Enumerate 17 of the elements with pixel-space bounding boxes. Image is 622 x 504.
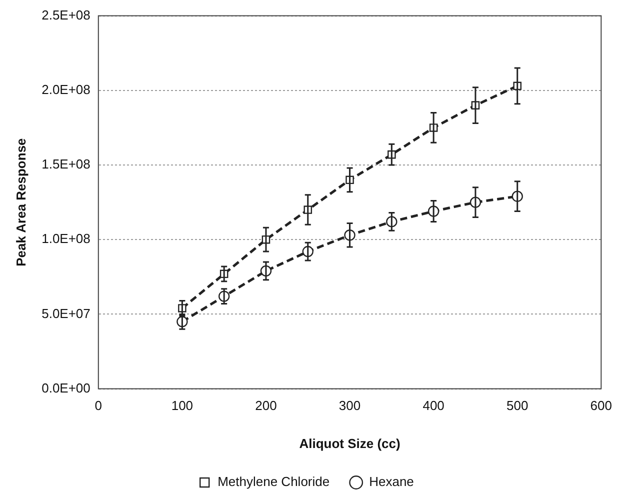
y-tick-label: 0.0E+00	[42, 380, 90, 396]
x-tick-label: 0	[94, 398, 102, 414]
legend-label: Methylene Chloride	[218, 474, 330, 490]
y-tick-label: 1.5E+08	[42, 156, 90, 172]
x-tick-label: 600	[590, 398, 612, 414]
x-tick-label: 200	[255, 398, 277, 414]
y-axis-title: Peak Area Response	[13, 138, 28, 266]
x-axis-title: Aliquot Size (cc)	[299, 436, 400, 451]
x-tick-label: 400	[422, 398, 444, 414]
x-tick-label: 300	[338, 398, 361, 414]
legend-label: Hexane	[369, 474, 414, 490]
y-tick-label: 2.5E+08	[42, 7, 90, 22]
y-tick-label: 5.0E+07	[42, 306, 90, 321]
y-tick-label: 2.0E+08	[42, 82, 90, 97]
y-tick-label: 1.0E+08	[42, 231, 90, 246]
x-tick-label: 500	[506, 398, 528, 414]
x-tick-label: 100	[171, 398, 194, 414]
